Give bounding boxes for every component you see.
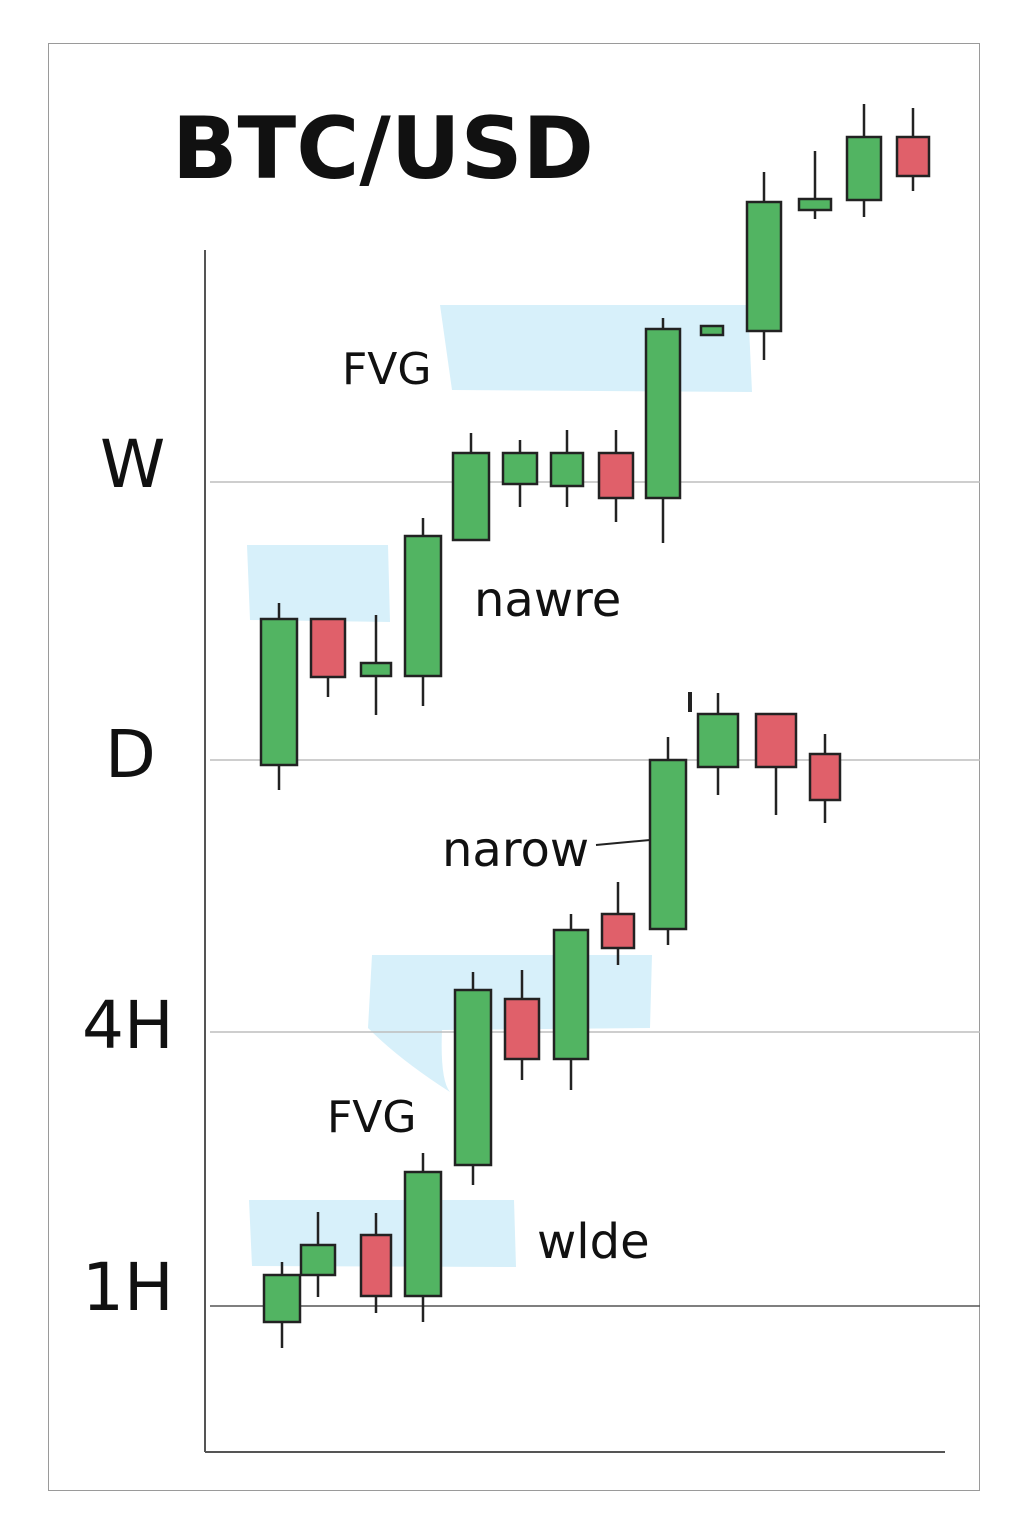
timeframe-label-1h: 1H bbox=[82, 1249, 174, 1326]
candle-body-up bbox=[453, 988, 493, 1167]
candle-body-up bbox=[552, 928, 590, 1061]
annotation-fvg-lower: FVG bbox=[327, 1092, 417, 1143]
candle-body-up bbox=[696, 712, 740, 769]
candle-body-up bbox=[262, 1273, 302, 1324]
axes bbox=[204, 250, 980, 1453]
annotation-wlde: wlde bbox=[537, 1214, 650, 1270]
candle-8 bbox=[600, 882, 636, 965]
candle-body-down bbox=[503, 997, 541, 1061]
candles bbox=[259, 104, 931, 1348]
candle-body-down bbox=[808, 752, 842, 802]
timeframe-label-d: D bbox=[105, 716, 156, 793]
candle-body-up bbox=[797, 197, 833, 212]
candle-body-up bbox=[501, 451, 539, 486]
candle-25 bbox=[845, 104, 883, 217]
candle-15 bbox=[359, 615, 393, 715]
candle-3 bbox=[359, 1213, 393, 1313]
candle-body-up bbox=[845, 135, 883, 202]
candle-20 bbox=[597, 430, 635, 522]
candle-16 bbox=[403, 518, 443, 706]
candle-13 bbox=[259, 603, 299, 790]
candle-1 bbox=[262, 1262, 302, 1348]
candle-21 bbox=[644, 318, 682, 543]
candle-body-down bbox=[309, 617, 347, 679]
candle-body-down bbox=[597, 451, 635, 500]
candle-18 bbox=[501, 440, 539, 507]
candle-body-down bbox=[754, 712, 798, 769]
candle-9 bbox=[648, 737, 688, 945]
candle-body-up bbox=[403, 1170, 443, 1298]
candle-body-up bbox=[359, 661, 393, 678]
annotation-nawre: nawre bbox=[474, 572, 621, 628]
candle-26 bbox=[895, 108, 931, 191]
candle-4 bbox=[403, 1153, 443, 1322]
candle-body-up bbox=[451, 451, 491, 542]
annotation-narow: narow bbox=[442, 822, 589, 878]
candle-body-up bbox=[745, 200, 783, 333]
candle-11 bbox=[754, 712, 798, 815]
candle-body-down bbox=[359, 1233, 393, 1298]
annotation-fvg-upper: FVG bbox=[342, 344, 432, 395]
candle-2 bbox=[299, 1212, 337, 1297]
candle-10 bbox=[696, 693, 740, 795]
candle-body-up bbox=[259, 617, 299, 767]
candle-5 bbox=[453, 972, 493, 1185]
candle-body-up bbox=[403, 534, 443, 678]
candle-body-up bbox=[549, 451, 585, 488]
candle-17 bbox=[451, 433, 491, 542]
candle-body-up bbox=[648, 758, 688, 931]
candle-body-down bbox=[600, 912, 636, 950]
candle-24 bbox=[797, 151, 833, 219]
candle-23 bbox=[745, 172, 783, 360]
candle-22 bbox=[699, 324, 725, 337]
narow-pointer-line bbox=[595, 839, 651, 846]
candle-body-up bbox=[699, 324, 725, 337]
candle-body-up bbox=[299, 1243, 337, 1277]
chart-title: BTC/USD bbox=[172, 99, 594, 199]
candle-6 bbox=[503, 970, 541, 1080]
candle-body-up bbox=[644, 327, 682, 500]
timeframe-label-w: W bbox=[100, 426, 165, 503]
candle-body-down bbox=[895, 135, 931, 178]
candle-12 bbox=[808, 734, 842, 823]
candle-19 bbox=[549, 430, 585, 507]
fvg-zone-mid-left bbox=[247, 545, 390, 622]
timeframe-label-4h: 4H bbox=[82, 987, 174, 1064]
candle-7 bbox=[552, 914, 590, 1090]
candle-14 bbox=[309, 617, 347, 697]
fvg-zone-upper bbox=[440, 305, 752, 392]
